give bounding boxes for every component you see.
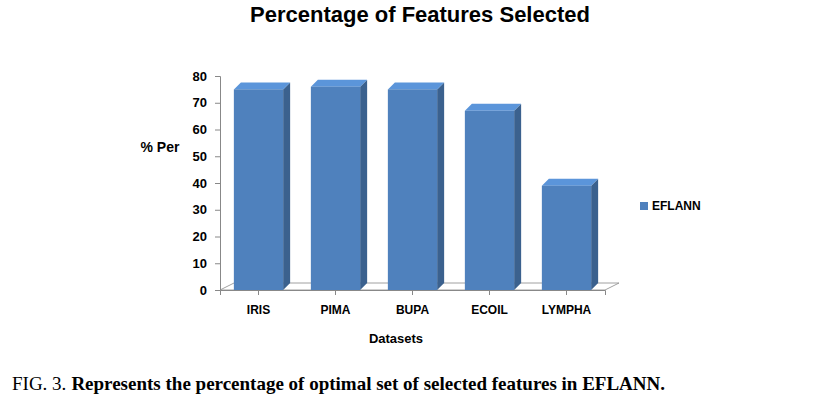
y-tick-label: 40 bbox=[193, 176, 207, 191]
caption-label: FIG. 3. bbox=[12, 373, 66, 394]
bar-top bbox=[465, 104, 521, 111]
y-tick-label: 50 bbox=[193, 149, 207, 164]
title: Percentage of Features Selected bbox=[250, 2, 590, 27]
y-tick-mark bbox=[215, 103, 220, 104]
legend-swatch bbox=[640, 202, 648, 210]
bar-top bbox=[542, 179, 598, 186]
x-tick: IRIS bbox=[247, 290, 270, 317]
x-axis-title: Datasets bbox=[369, 331, 423, 346]
chart: Percentage of Features Selected 0 10 20 30 40… bbox=[0, 0, 814, 406]
x-tick-mark bbox=[489, 290, 490, 295]
bar-top bbox=[234, 82, 290, 89]
bar bbox=[465, 111, 514, 290]
y-tick-mark bbox=[215, 290, 220, 291]
bar-side bbox=[283, 82, 290, 290]
y-axis-title: % Per bbox=[141, 139, 180, 155]
bar bbox=[311, 87, 360, 290]
bar-side bbox=[514, 104, 521, 290]
y-tick-label: 0 bbox=[200, 283, 207, 298]
y-tick-label: 60 bbox=[193, 122, 207, 137]
y-tick-mark bbox=[215, 76, 220, 77]
x-tick-label: PIMA bbox=[321, 303, 351, 317]
x-tick: PIMA bbox=[321, 290, 351, 317]
bars bbox=[234, 80, 598, 290]
y-tick: 20 bbox=[193, 229, 220, 244]
x-tick-label: BUPA bbox=[396, 303, 429, 317]
x-tick: LYMPHA bbox=[542, 290, 592, 317]
bar bbox=[388, 89, 437, 290]
y-axis-line bbox=[215, 77, 221, 291]
y-tick: 50 bbox=[193, 149, 220, 164]
legend: EFLANN bbox=[640, 199, 701, 213]
bar-top bbox=[388, 82, 444, 89]
caption: FIG. 3.Represents the percentage of opti… bbox=[12, 373, 665, 394]
bar bbox=[234, 89, 283, 290]
y-tick-mark bbox=[215, 183, 220, 184]
y-tick-label: 30 bbox=[193, 202, 207, 217]
x-tick-mark bbox=[566, 290, 567, 295]
x-tick-label: ECOIL bbox=[471, 303, 508, 317]
y-tick: 70 bbox=[193, 95, 220, 110]
bar bbox=[542, 186, 591, 290]
y-tick-label: 20 bbox=[193, 229, 207, 244]
y-tick-mark bbox=[215, 156, 220, 157]
y-tick: 30 bbox=[193, 202, 220, 217]
y-tick: 0 bbox=[200, 283, 220, 298]
y-axis: 0 10 20 30 40 50 60 70 80 bbox=[193, 69, 221, 298]
y-tick: 10 bbox=[193, 256, 220, 271]
x-tick: BUPA bbox=[396, 290, 429, 317]
y-tick-label: 80 bbox=[193, 69, 207, 84]
y-tick-label: 70 bbox=[193, 95, 207, 110]
x-tick-mark bbox=[335, 290, 336, 295]
x-tick-mark bbox=[258, 290, 259, 295]
y-tick: 40 bbox=[193, 176, 220, 191]
y-tick-mark bbox=[215, 263, 220, 264]
legend-label: EFLANN bbox=[652, 199, 701, 213]
bar-side bbox=[360, 80, 367, 290]
y-tick: 80 bbox=[193, 69, 220, 84]
caption-text: Represents the percentage of optimal set… bbox=[71, 373, 665, 394]
bar-top bbox=[311, 80, 367, 87]
x-axis: IRIS PIMA BUPA ECOIL LYMPHA bbox=[221, 290, 606, 317]
bar-side bbox=[591, 179, 598, 290]
y-tick-mark bbox=[215, 210, 220, 211]
y-tick: 60 bbox=[193, 122, 220, 137]
x-axis-line bbox=[221, 291, 606, 296]
x-tick-mark bbox=[412, 290, 413, 295]
y-tick-label: 10 bbox=[193, 256, 207, 271]
x-tick: ECOIL bbox=[471, 290, 508, 317]
y-tick-mark bbox=[215, 237, 220, 238]
x-tick-label: LYMPHA bbox=[542, 303, 592, 317]
bar-side bbox=[437, 82, 444, 290]
x-tick-label: IRIS bbox=[247, 303, 270, 317]
y-tick-mark bbox=[215, 130, 220, 131]
